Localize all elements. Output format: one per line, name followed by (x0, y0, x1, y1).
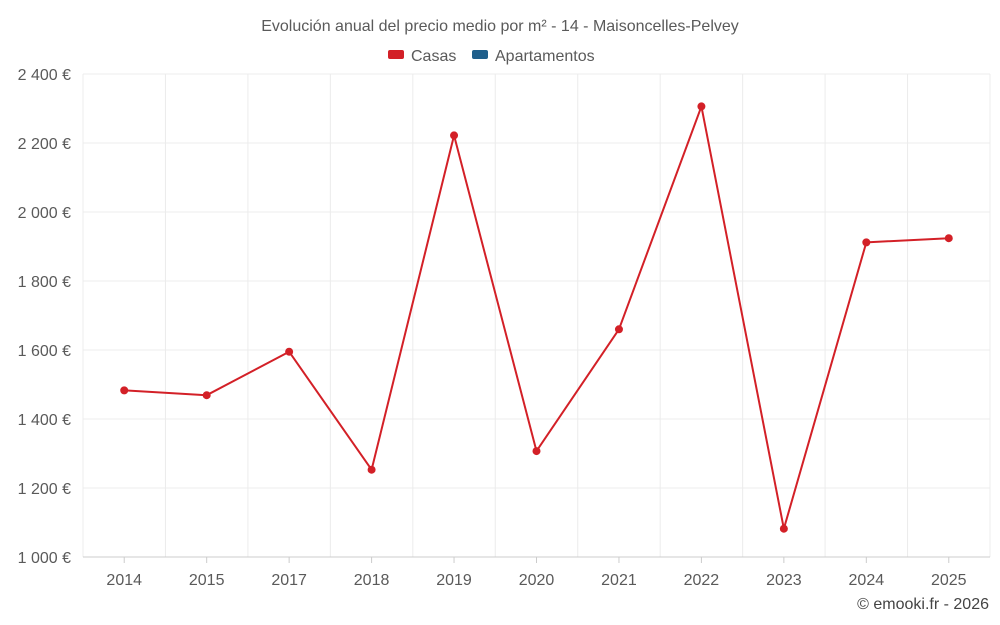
x-tick-label-2014: 2014 (106, 572, 142, 589)
y-tick-label-2200: 2 200 € (18, 136, 71, 153)
series-casas (120, 102, 953, 533)
grid (82, 73, 991, 557)
x-tick-label-2020: 2020 (519, 572, 555, 589)
x-tick-label-2023: 2023 (766, 572, 802, 589)
data-point-casas-2021[interactable] (614, 325, 623, 334)
legend-item-casas[interactable]: Casas (388, 48, 456, 65)
legend-swatch-casas (388, 50, 404, 59)
legend-swatch-apartamentos (472, 50, 488, 59)
x-tick-label-2017: 2017 (271, 572, 307, 589)
data-point-casas-2024[interactable] (862, 238, 871, 247)
data-point-casas-2018[interactable] (367, 465, 376, 474)
y-tick-label-1400: 1 400 € (18, 412, 71, 429)
legend-label-casas: Casas (411, 48, 456, 65)
legend-label-apartamentos: Apartamentos (495, 48, 595, 65)
data-point-casas-2019[interactable] (450, 131, 459, 140)
y-tick-label-1800: 1 800 € (18, 274, 71, 291)
y-tick-label-2400: 2 400 € (18, 67, 71, 84)
data-point-casas-2022[interactable] (697, 102, 706, 111)
legend-item-apartamentos[interactable]: Apartamentos (472, 48, 595, 65)
x-tick-label-2019: 2019 (436, 572, 472, 589)
data-point-casas-2020[interactable] (532, 447, 541, 456)
y-tick-label-1000: 1 000 € (18, 550, 71, 567)
y-axis: 1 000 € 1 200 € 1 400 € 1 600 € 1 800 € 2 000… (18, 67, 71, 567)
legend: Casas Apartamentos (388, 48, 595, 65)
credit-text: © emooki.fr - 2026 (857, 596, 989, 613)
data-point-casas-2015[interactable] (202, 391, 211, 400)
y-tick-label-1600: 1 600 € (18, 343, 71, 360)
x-tick-label-2015: 2015 (189, 572, 225, 589)
data-point-casas-2017[interactable] (285, 347, 294, 356)
x-axis: 2014 2015 2017 2018 2019 2020 2021 2022 2023 2024… (83, 556, 990, 589)
data-point-casas-2023[interactable] (779, 524, 788, 533)
x-tick-label-2018: 2018 (354, 572, 390, 589)
chart-title: Evolución anual del precio medio por m² … (261, 18, 739, 35)
x-tick-label-2021: 2021 (601, 572, 637, 589)
y-tick-label-1200: 1 200 € (18, 481, 71, 498)
x-tick-label-2024: 2024 (849, 572, 885, 589)
x-tick-label-2025: 2025 (931, 572, 967, 589)
y-tick-label-2000: 2 000 € (18, 205, 71, 222)
data-point-casas-2014[interactable] (120, 386, 129, 395)
x-tick-label-2022: 2022 (684, 572, 720, 589)
data-point-casas-2025[interactable] (944, 234, 953, 243)
